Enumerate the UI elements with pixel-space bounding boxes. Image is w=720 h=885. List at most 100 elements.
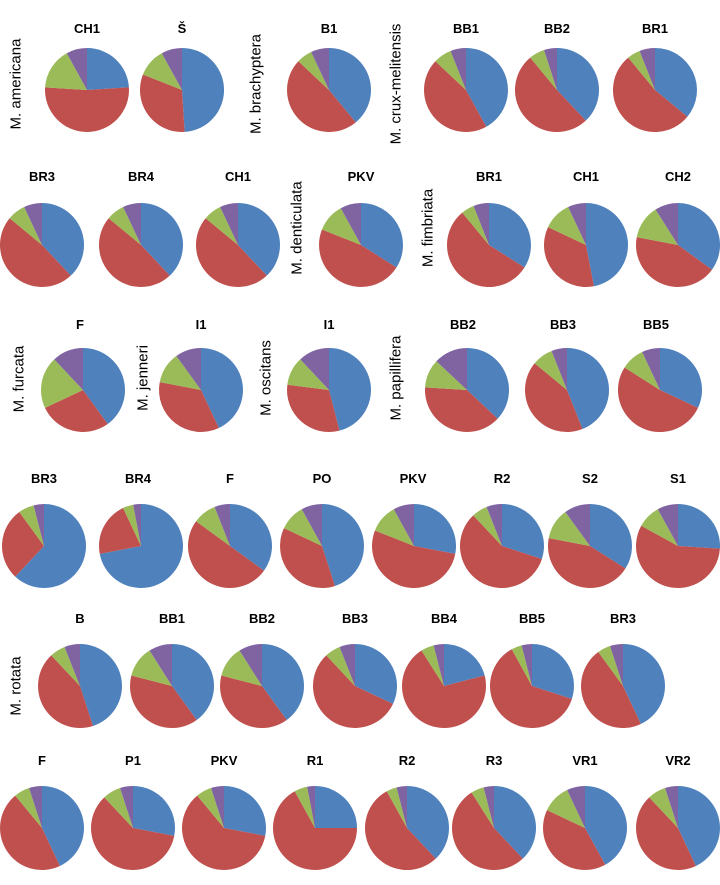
pie-PKV <box>319 203 403 287</box>
pie-slice <box>649 788 678 828</box>
pie-slice <box>617 367 698 433</box>
pie-slice <box>286 384 340 432</box>
pie-slice <box>467 348 510 419</box>
pie-slice <box>641 509 678 546</box>
pie-slice <box>182 47 225 132</box>
pie-label: BR4 <box>127 169 155 184</box>
pie-slice <box>99 504 183 588</box>
pie-slice <box>639 48 655 90</box>
pie-slice <box>636 797 696 870</box>
pie-R3 <box>451 786 537 871</box>
pie-slice <box>623 644 665 724</box>
pie-slice <box>98 508 141 554</box>
pie-label: BB4 <box>430 611 458 626</box>
pie-slice <box>446 212 525 288</box>
pie-slice <box>635 237 712 288</box>
pie-label: PKV <box>399 471 427 486</box>
pie-slice <box>66 48 87 90</box>
pie-slice <box>319 229 397 287</box>
pie-label: BB3 <box>341 611 369 626</box>
pie-slice <box>133 786 176 836</box>
pie-label: BR4 <box>124 471 152 486</box>
pie-label: BB3 <box>549 317 577 332</box>
pie-slice <box>45 53 87 90</box>
pie-slice <box>655 48 697 117</box>
pie-slice <box>214 504 230 546</box>
pie-slice <box>220 675 287 729</box>
pie-label: VR1 <box>572 753 598 768</box>
pie-slice <box>678 786 720 866</box>
pie-slice <box>567 786 585 828</box>
pie-slice <box>315 786 357 828</box>
pie-label: BB1 <box>158 611 186 626</box>
pie-I1 <box>286 348 371 432</box>
pie-slice <box>45 87 130 132</box>
pie-slice <box>311 48 329 90</box>
pie-label: BB1 <box>452 21 480 36</box>
pie-slice <box>141 203 184 276</box>
pie-label: BB2 <box>449 317 477 332</box>
pie-slice <box>329 348 371 431</box>
pie-slice <box>489 649 572 729</box>
pie-slice <box>610 644 623 686</box>
pie-label: BB2 <box>248 611 276 626</box>
pie-slice <box>548 207 586 245</box>
pie-label: BB5 <box>518 611 546 626</box>
pie-CH2 <box>635 203 720 288</box>
pie-BB3 <box>525 348 609 432</box>
pie-slice <box>444 644 485 686</box>
pie-slice <box>64 644 80 686</box>
pie-slice <box>660 348 702 408</box>
pie-slice <box>9 207 43 245</box>
pie-slice <box>590 504 632 569</box>
pie-BB4 <box>401 644 486 729</box>
pie-slice <box>514 57 586 133</box>
pie-label: R1 <box>306 753 324 768</box>
pie-slice <box>201 348 243 428</box>
pie-label: BB5 <box>642 317 670 332</box>
pie-slice <box>301 504 322 546</box>
pie-VR2 <box>636 786 720 870</box>
pie-slice <box>642 348 660 390</box>
pie-R1 <box>273 786 357 871</box>
pie-slice <box>149 644 172 686</box>
pie-slice <box>33 504 44 546</box>
pie-slice <box>273 791 357 871</box>
pie-BB1 <box>130 644 215 729</box>
pie-slice <box>462 205 489 245</box>
pie-label: F <box>226 471 234 486</box>
pie-slice <box>42 203 85 276</box>
pie-label: R3 <box>485 753 503 768</box>
pie-BR3 <box>1 504 86 588</box>
pie-slice <box>473 506 502 546</box>
pie-BB5 <box>617 348 702 433</box>
pie-slice <box>205 207 238 245</box>
pie-slice <box>628 50 655 90</box>
pie-slice <box>548 512 590 546</box>
pie-label: CH1 <box>224 169 252 184</box>
pie-slice <box>287 61 356 132</box>
pie-slice <box>307 786 315 828</box>
pie-slice <box>483 786 494 828</box>
pie-slice <box>436 347 467 390</box>
pie-slice <box>361 203 403 268</box>
pie-slice <box>139 74 185 133</box>
pie-slice <box>176 348 201 390</box>
pie-slice <box>511 645 532 686</box>
pie-label: Š <box>177 21 187 36</box>
species-label: M. denticulata <box>288 181 306 275</box>
pie-slice <box>678 504 720 549</box>
pie-slice <box>374 509 414 546</box>
pie-slice <box>142 53 182 90</box>
pie-F <box>187 504 273 589</box>
pie-slice <box>547 790 585 828</box>
pie-slice <box>586 203 629 287</box>
pie-slice <box>636 209 678 245</box>
pie-slice <box>230 504 273 571</box>
pie-slice <box>471 787 494 828</box>
pie-label: BR1 <box>475 169 503 184</box>
pie-slice <box>489 203 531 268</box>
pie-BR1 <box>446 203 531 288</box>
pie-slice <box>396 786 407 828</box>
pie-Š <box>139 47 225 133</box>
